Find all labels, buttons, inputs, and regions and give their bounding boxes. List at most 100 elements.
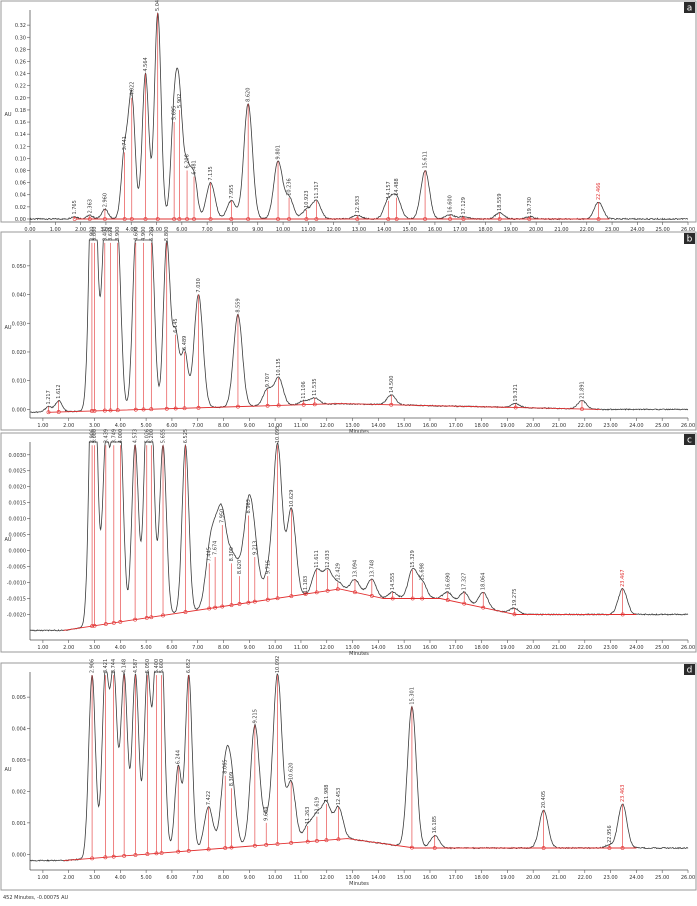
x-tick-label: 19.00	[500, 875, 514, 881]
x-tick-label: 22.00	[578, 423, 592, 429]
peak-marker	[103, 855, 108, 860]
peak-marker	[353, 590, 357, 595]
peak-marker	[206, 847, 211, 852]
peak-label: 5.655	[161, 429, 167, 443]
peak-label: 2.900	[89, 227, 95, 241]
peak-label: 16.185	[432, 816, 438, 834]
peak-label: 19.275	[512, 589, 518, 607]
peak-label: 12.429	[335, 563, 341, 581]
panel-frame	[0, 0, 697, 223]
y-tick-label: 0.06	[15, 181, 26, 187]
y-tick-label: 0.050	[12, 264, 26, 270]
peak-marker	[289, 594, 294, 599]
y-tick-label: -0.0005	[7, 565, 26, 571]
peak-label: 6.489	[182, 336, 188, 350]
peak-marker	[423, 217, 427, 221]
peak-marker	[108, 408, 113, 413]
y-tick-label: 0.030	[12, 321, 26, 327]
peak-label: 4.600	[133, 227, 139, 241]
peak-label: 17.129	[461, 197, 467, 215]
x-tick-label: 1.00	[37, 645, 48, 651]
peak-marker	[177, 217, 182, 221]
x-axis-label: Minutes	[349, 881, 369, 887]
y-tick-label: 0.00	[15, 217, 26, 223]
peak-marker	[303, 592, 308, 596]
peak-marker	[324, 838, 329, 843]
peak-label: 1.612	[56, 384, 62, 398]
peak-label: 11.183	[303, 576, 309, 594]
peak-label: 4.573	[133, 429, 139, 443]
peak-marker	[607, 846, 612, 850]
peak-marker	[144, 616, 149, 620]
peak-marker	[410, 596, 415, 601]
peak-label: 10.923	[304, 190, 310, 208]
x-tick-label: 18.00	[478, 227, 492, 233]
peak-marker	[186, 848, 191, 853]
peak-label: 3.439	[103, 429, 109, 443]
peak-label: 2.960	[102, 193, 108, 207]
peak-marker	[229, 217, 234, 221]
peak-label: 8.559	[235, 298, 241, 312]
peak-marker	[276, 217, 280, 221]
x-tick-label: 22.00	[580, 227, 594, 233]
x-tick-label: 14.00	[371, 645, 385, 651]
panel-frame	[0, 432, 697, 653]
x-tick-label: 8.00	[227, 227, 238, 233]
peak-label: 14.500	[389, 376, 395, 394]
peak-marker	[118, 619, 123, 624]
peak-label: 2.906	[90, 429, 96, 443]
x-tick-label: 16.00	[423, 875, 437, 881]
peak-label: 8.309	[229, 772, 235, 786]
peak-marker	[87, 217, 92, 221]
peak-marker	[394, 217, 399, 221]
peak-marker	[159, 851, 164, 855]
panel-b: 0.000 0.010 0.020 0.030 0.040 0.050 1.00 2.00 3.…	[0, 227, 697, 435]
y-tick-label: 0.003	[12, 758, 26, 764]
panel-frame	[0, 662, 697, 891]
peak-marker	[133, 617, 137, 622]
x-tick-label: 3.00	[89, 645, 100, 651]
y-tick-label: 0.16	[15, 120, 26, 126]
peak-marker	[149, 615, 154, 620]
y-tick-label: 0.005	[12, 695, 26, 701]
x-tick-label: 25.00	[655, 875, 669, 881]
peak-label: 8.620	[246, 88, 252, 102]
x-tick-label: 11.00	[294, 645, 308, 651]
x-tick-label: 26.00	[681, 875, 695, 881]
x-tick-label: 1.00	[50, 227, 61, 233]
peak-marker	[161, 613, 165, 618]
peak-marker	[103, 622, 108, 626]
footer-cursor-readout: 452 Minutes, -0.00075 AU	[3, 895, 68, 901]
x-tick-label: 3.00	[89, 423, 100, 429]
y-tick-label: 0.22	[15, 84, 26, 90]
y-tick-label: 0.0020	[9, 485, 27, 491]
peak-marker	[246, 217, 251, 221]
peak-marker	[335, 587, 340, 592]
x-tick-label: 15.00	[402, 227, 416, 233]
peak-marker	[596, 217, 601, 221]
panel-letter-box	[684, 2, 695, 13]
y-tick-label: 0.30	[15, 35, 26, 41]
panel-letter: d	[687, 666, 693, 676]
peak-marker	[176, 849, 181, 854]
x-tick-label: 4.00	[115, 875, 126, 881]
peak-marker	[527, 217, 532, 221]
peak-marker	[149, 407, 154, 412]
x-tick-label: 21.00	[552, 645, 566, 651]
peak-label: 23.463	[620, 785, 626, 803]
x-tick-label: 21.00	[552, 875, 566, 881]
peak-marker	[275, 596, 280, 601]
peak-marker	[237, 602, 242, 606]
peak-marker	[155, 217, 160, 221]
peak-marker	[301, 402, 306, 407]
peak-marker	[580, 407, 584, 411]
peak-label: 11.263	[305, 807, 311, 825]
panel-c: -0.0020 -0.0015 -0.0010 -0.0005 0.0000 0.0005…	[0, 426, 697, 657]
x-tick-label: 3.00	[89, 875, 100, 881]
x-tick-label: 4.00	[115, 645, 126, 651]
peak-label: 4.564	[143, 57, 149, 71]
peak-label: 15.301	[409, 687, 415, 705]
x-tick-label: 5.00	[141, 645, 152, 651]
x-tick-label: 13.00	[345, 645, 359, 651]
